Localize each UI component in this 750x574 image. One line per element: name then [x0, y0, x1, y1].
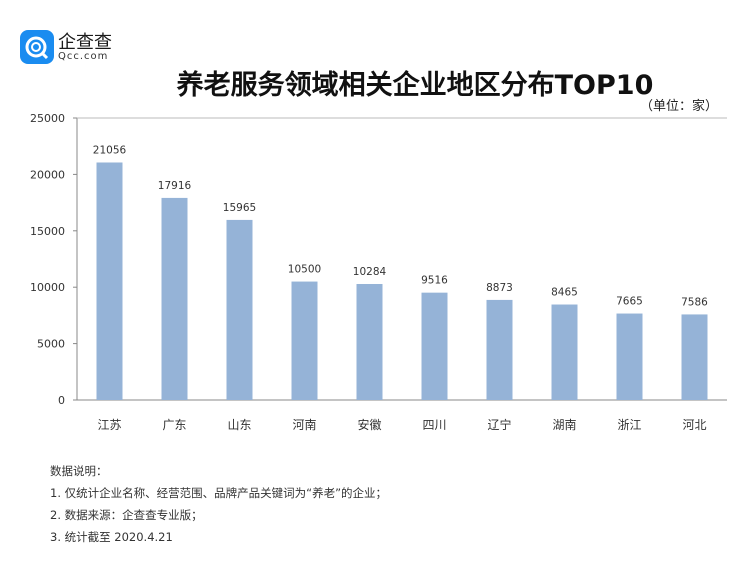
- data-label: 8873: [486, 282, 513, 294]
- bar: [551, 304, 578, 400]
- logo-name: 企查查: [58, 32, 112, 53]
- qcc-logo-icon: [20, 30, 54, 64]
- data-label: 7586: [681, 296, 708, 308]
- x-tick-label: 浙江: [617, 418, 641, 432]
- bar: [681, 314, 708, 400]
- data-label: 17916: [158, 180, 192, 192]
- data-label: 7665: [616, 296, 643, 308]
- chart-title: 养老服务领域相关企业地区分布TOP10: [176, 70, 654, 101]
- data-label: 10500: [288, 264, 321, 276]
- bar: [226, 219, 253, 400]
- note-line: 3. 统计截至 2020.4.21: [50, 530, 173, 544]
- x-tick-label: 河南: [292, 417, 316, 432]
- notes: 数据说明： 1. 仅统计企业名称、经营范围、品牌产品关键词为“养老”的企业； 2…: [50, 460, 387, 548]
- data-label: 15965: [223, 202, 256, 214]
- note-line: 1. 仅统计企业名称、经营范围、品牌产品关键词为“养老”的企业；: [50, 486, 388, 500]
- bar: [421, 292, 448, 400]
- y-tick-label: 20000: [30, 168, 65, 181]
- data-label: 8465: [551, 287, 578, 299]
- bar: [486, 299, 513, 400]
- x-tick-label: 山东: [227, 418, 251, 432]
- note-line: 2. 数据来源：企查查专业版；: [50, 508, 203, 522]
- data-label: 10284: [353, 266, 387, 278]
- x-tick-label: 湖南: [552, 417, 576, 432]
- x-tick-label: 江苏: [97, 418, 121, 432]
- y-tick-label: 5000: [37, 338, 65, 351]
- bar: [96, 162, 123, 400]
- x-tick-label: 河北: [682, 418, 706, 432]
- logo-sub: Qcc.com: [58, 51, 109, 62]
- y-tick-label: 10000: [30, 281, 65, 294]
- unit-label: （单位：家）: [639, 99, 718, 114]
- x-tick-label: 广东: [162, 418, 186, 432]
- y-tick-label: 0: [58, 394, 65, 407]
- bar: [161, 197, 188, 400]
- y-tick-label: 15000: [30, 225, 65, 238]
- x-tick-label: 安徽: [357, 417, 381, 432]
- bar: [291, 281, 318, 400]
- note-line: 数据说明：: [50, 464, 108, 478]
- x-tick-label: 辽宁: [487, 417, 511, 432]
- bar: [356, 283, 383, 400]
- bar: [616, 313, 643, 400]
- data-label: 9516: [421, 275, 448, 287]
- x-tick-label: 四川: [422, 418, 446, 432]
- y-tick-label: 25000: [30, 112, 65, 125]
- data-label: 21056: [93, 144, 127, 156]
